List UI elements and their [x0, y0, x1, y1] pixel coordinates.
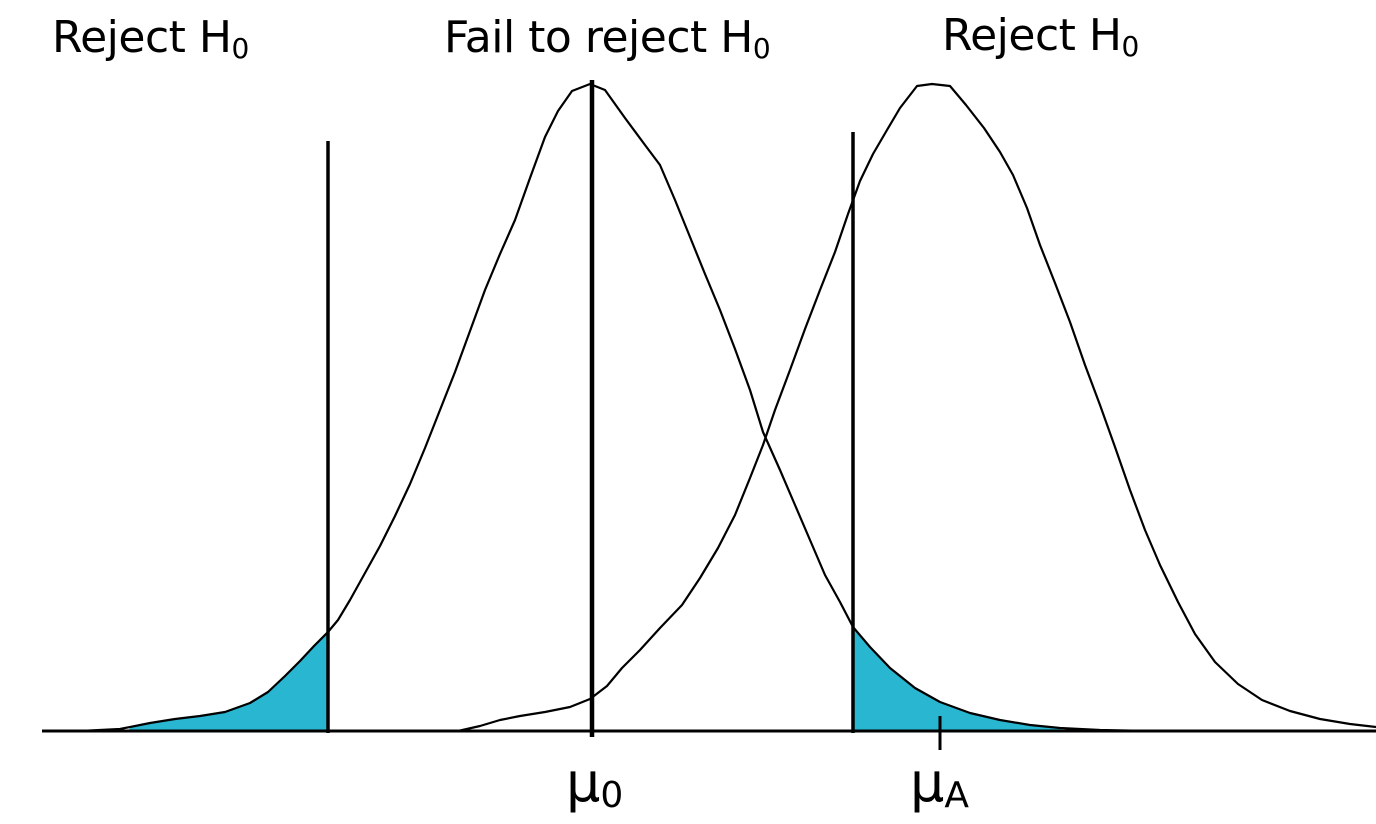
fail-to-reject-h0-label: Fail to reject H0 — [444, 16, 771, 63]
alternative-distribution-curve — [457, 82, 1376, 733]
mu-null-label: μ0 — [566, 756, 623, 814]
mu-null-subscript: 0 — [600, 775, 624, 816]
left-rejection-region-shading — [128, 632, 328, 731]
mu-alternative-subscript: A — [944, 775, 969, 816]
fail-to-reject-h0-subscript: 0 — [752, 32, 771, 65]
reject-h0-left-label: Reject H0 — [52, 16, 249, 63]
fail-to-reject-h0-text: Fail to reject H — [444, 12, 753, 63]
reject-h0-right-subscript: 0 — [1121, 30, 1139, 63]
reject-h0-left-text: Reject H — [52, 12, 232, 63]
mu-alternative-symbol: μ — [910, 751, 945, 814]
reject-h0-right-label: Reject H0 — [942, 14, 1139, 61]
mu-alternative-label: μA — [910, 756, 969, 814]
reject-h0-right-text: Reject H — [942, 10, 1122, 61]
mu-null-symbol: μ — [566, 751, 601, 814]
null-distribution-curve — [42, 82, 1151, 733]
right-rejection-region-shading — [853, 628, 1070, 731]
reject-h0-left-subscript: 0 — [231, 32, 249, 65]
